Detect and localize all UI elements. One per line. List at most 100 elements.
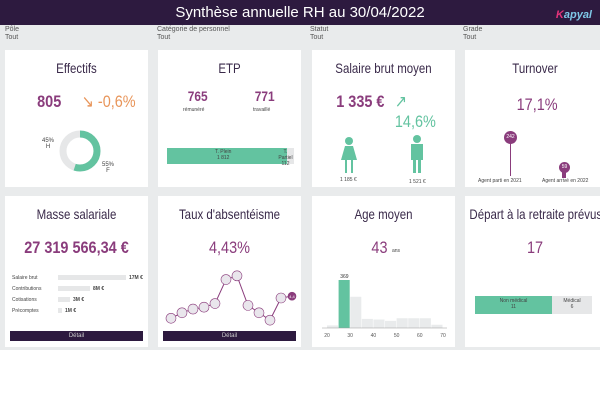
absent-line bbox=[170, 275, 293, 321]
detail-button[interactable]: Détail bbox=[163, 331, 296, 341]
masse-row-value: 3M € bbox=[73, 297, 85, 303]
absent-point bbox=[220, 274, 232, 285]
absent-point bbox=[253, 307, 265, 319]
card-title: Masse salariale bbox=[36, 206, 117, 222]
card-retraite: Départ à la retraite prévus 17 Non médic… bbox=[465, 196, 600, 347]
header: Synthèse annuelle RH au 30/04/2022 Kapya… bbox=[0, 0, 600, 25]
absent-point bbox=[275, 292, 287, 304]
retraite-value: 17 bbox=[526, 238, 544, 257]
arrive-label: Agent arrivé en 2022 bbox=[542, 178, 589, 184]
absent-point bbox=[264, 314, 276, 326]
card-title: Age moyen bbox=[354, 206, 413, 222]
nonmed-bar: Non médical 11 bbox=[475, 296, 552, 314]
absent-value: 4,43% bbox=[209, 238, 250, 257]
age-bar bbox=[396, 318, 408, 328]
age-tick: 60 bbox=[417, 333, 423, 339]
absent-point bbox=[198, 301, 210, 313]
parti-label: Agent parti en 2021 bbox=[478, 178, 522, 184]
etp-bar: T. Plein 1 812 T. Partiel 112 bbox=[167, 148, 294, 167]
turnover-value: 17,1% bbox=[516, 95, 558, 114]
filter-bar: Pôle Tout Catégorie de personnel Tout Stat… bbox=[0, 25, 600, 45]
salaire-homme: 1 521 € bbox=[409, 179, 426, 185]
age-value: 43 bbox=[371, 238, 388, 257]
masse-row-label: Salaire brut bbox=[12, 275, 38, 281]
masse-row-label: Précomptes bbox=[12, 308, 39, 314]
parti-lollipop: 242 bbox=[504, 131, 517, 144]
card-effectifs: Effectifs 805 ↘ -0,6% 45% H 55% F bbox=[5, 50, 148, 187]
detail-button[interactable]: Détail bbox=[10, 331, 143, 341]
card-age: Age moyen 43 ans 369 20 30 40 50 60 70 bbox=[312, 196, 455, 347]
age-bar bbox=[419, 318, 431, 328]
age-bar bbox=[361, 318, 373, 328]
masse-row-bar bbox=[58, 286, 90, 291]
card-salaire: Salaire brut moyen 1 335 € ↗ 14,6% 1 185… bbox=[312, 50, 455, 187]
absent-point bbox=[165, 313, 177, 324]
filter-categorie[interactable]: Catégorie de personnel Tout bbox=[157, 26, 230, 41]
absent-point bbox=[209, 298, 221, 309]
card-title: Salaire brut moyen bbox=[335, 60, 432, 76]
effectifs-trend: ↘ -0,6% bbox=[81, 92, 136, 111]
age-bar bbox=[431, 324, 443, 328]
plein-label: T. Plein 1 812 bbox=[215, 149, 232, 161]
age-tick: 40 bbox=[371, 333, 377, 339]
salaire-trend: ↗ 14,6% bbox=[394, 92, 436, 131]
gender-donut bbox=[59, 130, 101, 172]
filter-grade[interactable]: Grade Tout bbox=[463, 26, 483, 41]
age-bar bbox=[408, 318, 420, 328]
masse-row-bar bbox=[58, 275, 126, 280]
age-bar bbox=[350, 296, 362, 328]
card-title: Turnover bbox=[512, 60, 558, 76]
arrive-lollipop: 59 bbox=[559, 162, 570, 173]
card-etp: ETP 765 rémunéré 771 travaillé T. Plein 1… bbox=[158, 50, 301, 187]
card-title: Taux d'absentéisme bbox=[178, 206, 281, 222]
masse-value: 27 319 566,34 € bbox=[24, 238, 129, 257]
etp-remunere-label: rémunéré bbox=[183, 107, 205, 113]
absent-point bbox=[187, 303, 199, 315]
age-bar bbox=[385, 320, 397, 328]
age-tick: 50 bbox=[394, 333, 400, 339]
etp-travaille-label: travaillé bbox=[253, 107, 271, 113]
female-icon bbox=[341, 137, 357, 173]
etp-remunere: 765 bbox=[187, 88, 208, 104]
med-bar: Médical 6 bbox=[552, 296, 592, 314]
age-tick: 30 bbox=[347, 333, 353, 339]
salaire-value: 1 335 € bbox=[336, 92, 385, 111]
absent-point bbox=[176, 307, 188, 319]
masse-row-label: Contributions bbox=[12, 286, 42, 292]
masse-row-value: 17M € bbox=[129, 275, 143, 281]
card-title: ETP bbox=[218, 60, 241, 76]
male-icon bbox=[411, 135, 423, 173]
age-unit: ans bbox=[392, 248, 401, 254]
card-absenteisme: Taux d'absentéisme 4,43% 4,4 Détail bbox=[158, 196, 301, 347]
absent-point bbox=[242, 300, 254, 311]
age-bar bbox=[338, 280, 350, 328]
etp-travaille: 771 bbox=[254, 88, 275, 104]
partiel-label: T. Partiel 112 bbox=[278, 149, 293, 167]
salaire-femme: 1 185 € bbox=[340, 177, 357, 183]
f-label: 55% F bbox=[102, 162, 115, 174]
logo: Kapyal bbox=[555, 9, 592, 21]
absent-line-chart: 4,4 bbox=[165, 270, 297, 326]
age-peak-label: 369 bbox=[340, 274, 349, 280]
card-title: Départ à la retraite prévus bbox=[469, 206, 600, 222]
absent-point bbox=[287, 291, 297, 301]
absent-last-label: 4,4 bbox=[289, 294, 295, 299]
masse-row-label: Cotisations bbox=[12, 297, 37, 303]
filter-statut[interactable]: Statut Tout bbox=[310, 26, 329, 41]
age-bar bbox=[373, 319, 385, 328]
age-histogram: 369 20 30 40 50 60 70 bbox=[322, 274, 447, 339]
age-bar bbox=[327, 325, 339, 328]
age-tick: 20 bbox=[324, 333, 330, 339]
masse-row-value: 8M € bbox=[93, 286, 105, 292]
h-label: 45% H bbox=[42, 138, 55, 150]
masse-row-bar bbox=[58, 297, 70, 302]
card-turnover: Turnover 17,1% 242 59 Agent parti en 202… bbox=[465, 50, 600, 187]
filter-pole[interactable]: Pôle Tout bbox=[5, 26, 20, 41]
absent-point bbox=[231, 270, 243, 282]
dashboard: Effectifs 805 ↘ -0,6% 45% H 55% F ETP 765 … bbox=[0, 45, 600, 350]
masse-row-bar bbox=[58, 308, 62, 313]
page-title: Synthèse annuelle RH au 30/04/2022 bbox=[175, 4, 425, 21]
effectifs-value: 805 bbox=[37, 92, 62, 111]
card-masse: Masse salariale 27 319 566,34 € Salaire … bbox=[5, 196, 148, 347]
card-title: Effectifs bbox=[56, 60, 97, 76]
